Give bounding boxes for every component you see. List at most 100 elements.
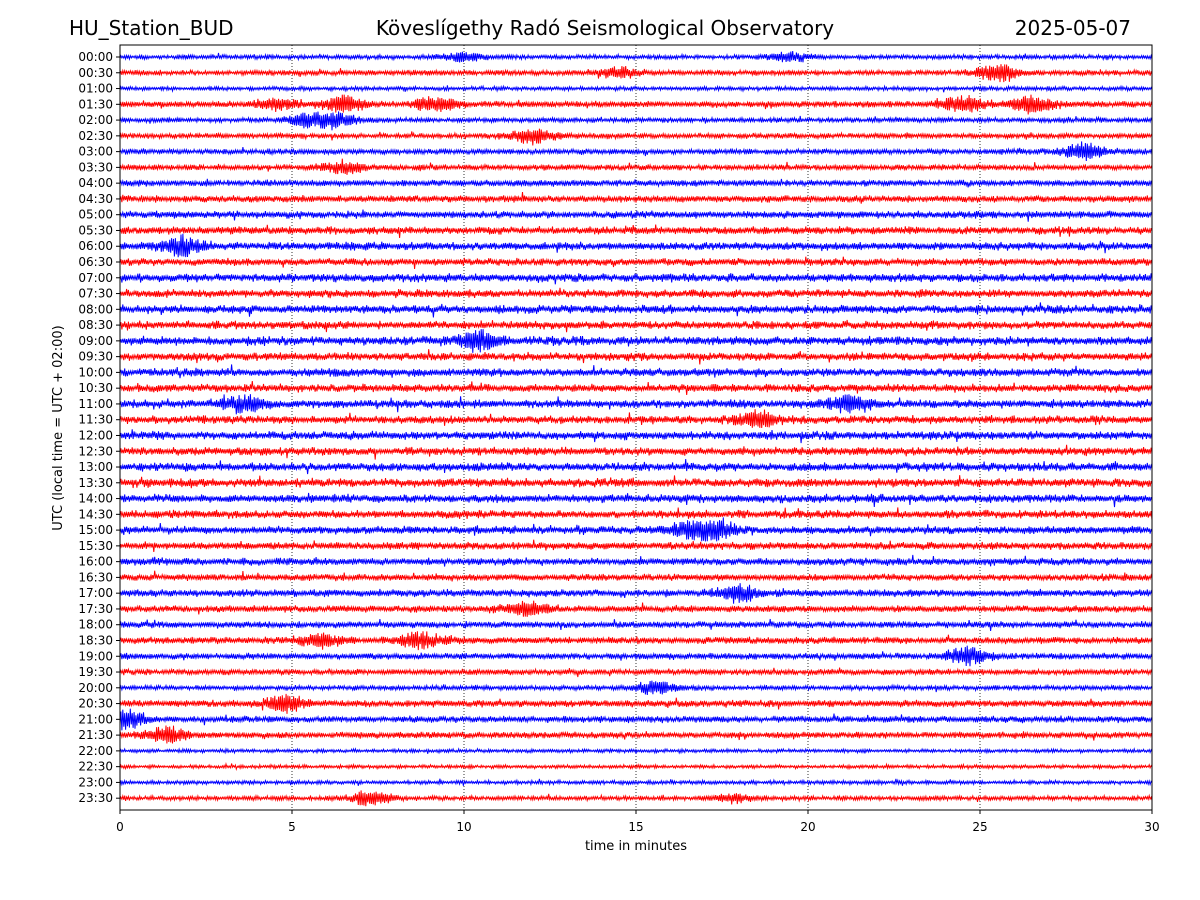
trace-1400 (119, 492, 1153, 508)
trace-0530 (119, 224, 1153, 238)
trace-1900 (119, 645, 1153, 667)
y-tick-label: 09:30 (78, 350, 113, 364)
y-tick-label: 01:30 (78, 97, 113, 111)
trace-1300 (119, 458, 1153, 475)
trace-0700 (119, 273, 1153, 285)
trace-2330 (119, 790, 1153, 807)
x-tick-label: 0 (116, 820, 124, 834)
y-tick-label: 13:30 (78, 476, 113, 490)
y-tick-label: 03:30 (78, 160, 113, 174)
trace-2100 (119, 708, 1153, 731)
y-tick-label: 13:00 (78, 460, 113, 474)
y-tick-label: 02:30 (78, 129, 113, 143)
date-title: 2025-05-07 (1015, 16, 1131, 40)
y-tick-label: 14:30 (78, 507, 113, 521)
y-tick-label: 10:00 (78, 365, 113, 379)
y-tick-label: 19:00 (78, 649, 113, 663)
trace-1630 (119, 570, 1153, 582)
trace-1100 (119, 394, 1153, 415)
y-tick-label: 04:00 (78, 176, 113, 190)
y-tick-label: 22:00 (78, 744, 113, 758)
y-tick-label: 05:30 (78, 223, 113, 237)
trace-0800 (119, 302, 1153, 318)
trace-0400 (119, 178, 1153, 188)
trace-0430 (119, 192, 1153, 204)
y-tick-label: 17:00 (78, 586, 113, 600)
grid-lines (291, 45, 981, 810)
trace-0300 (119, 141, 1153, 162)
y-tick-label: 06:00 (78, 239, 113, 253)
y-tick-label: 17:30 (78, 602, 113, 616)
trace-2300 (119, 778, 1153, 787)
y-tick-label: 12:30 (78, 444, 113, 458)
y-tick-label: 08:00 (78, 302, 113, 316)
y-tick-label: 20:00 (78, 681, 113, 695)
y-tick-label: 21:00 (78, 712, 113, 726)
trace-1330 (119, 475, 1153, 489)
x-tick-label: 20 (800, 820, 815, 834)
y-tick-label: 16:30 (78, 570, 113, 584)
trace-0830 (119, 319, 1153, 333)
y-tick-label: 16:00 (78, 555, 113, 569)
y-tick-label: 10:30 (78, 381, 113, 395)
trace-0000 (119, 51, 1153, 63)
x-tick-label: 25 (972, 820, 987, 834)
trace-1230 (119, 444, 1153, 460)
trace-1130 (119, 409, 1153, 429)
y-tick-label: 06:30 (78, 255, 113, 269)
trace-0630 (119, 256, 1153, 270)
trace-0600 (119, 233, 1153, 258)
y-tick-label: 21:30 (78, 728, 113, 742)
x-tick-label: 5 (288, 820, 296, 834)
y-tick-label: 07:30 (78, 287, 113, 301)
trace-0330 (119, 158, 1153, 175)
y-tick-label: 01:00 (78, 82, 113, 96)
trace-0730 (119, 287, 1153, 299)
trace-1600 (119, 554, 1153, 567)
trace-0900 (119, 329, 1153, 353)
x-tick-label: 15 (628, 820, 643, 834)
trace-0500 (119, 209, 1153, 222)
trace-2230 (119, 762, 1153, 772)
trace-0200 (119, 111, 1153, 131)
trace-2030 (119, 693, 1153, 714)
y-tick-label: 18:30 (78, 633, 113, 647)
trace-1200 (119, 429, 1153, 444)
trace-1800 (119, 618, 1153, 631)
trace-1430 (119, 507, 1153, 521)
trace-1500 (119, 517, 1153, 542)
trace-1030 (119, 380, 1153, 396)
y-tick-label: 20:30 (78, 697, 113, 711)
trace-1000 (119, 364, 1153, 379)
x-axis-label: time in minutes (585, 839, 687, 854)
trace-2200 (119, 747, 1153, 755)
trace-0100 (119, 84, 1153, 94)
station-title: HU_Station_BUD (69, 16, 234, 40)
trace-1830 (119, 631, 1153, 651)
x-tick-label: 30 (1144, 820, 1159, 834)
y-tick-label: 22:30 (78, 760, 113, 774)
y-tick-label: 08:30 (78, 318, 113, 332)
y-tick-label: 11:30 (78, 413, 113, 427)
observatory-title: Köveslígethy Radó Seismological Observat… (376, 16, 834, 40)
y-tick-label: 00:30 (78, 66, 113, 80)
y-axis-label: UTC (local time = UTC + 02:00) (51, 325, 66, 530)
trace-0030 (119, 64, 1153, 83)
trace-2130 (119, 725, 1153, 744)
y-tick-label: 09:00 (78, 334, 113, 348)
y-tick-label: 12:00 (78, 428, 113, 442)
trace-0130 (119, 94, 1153, 115)
y-tick-label: 05:00 (78, 208, 113, 222)
y-tick-label: 11:00 (78, 397, 113, 411)
seismogram-traces (119, 51, 1153, 807)
trace-0930 (119, 349, 1153, 365)
y-tick-label: 15:30 (78, 539, 113, 553)
trace-0230 (119, 128, 1153, 146)
y-tick-label: 18:00 (78, 618, 113, 632)
y-tick-label: 23:00 (78, 775, 113, 789)
y-tick-label: 07:00 (78, 271, 113, 285)
trace-1930 (119, 667, 1153, 678)
y-tick-label: 02:00 (78, 113, 113, 127)
